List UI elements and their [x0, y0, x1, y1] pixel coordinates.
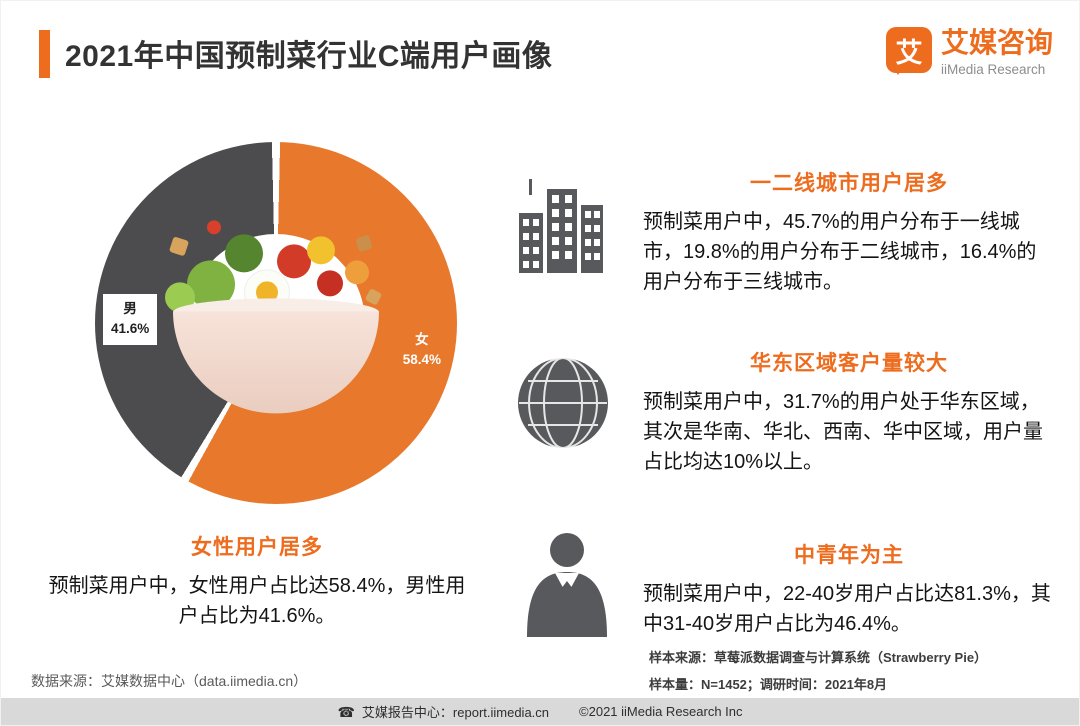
section-title-gender: 女性用户居多: [191, 536, 323, 559]
data-source: 数据来源：艾媒数据中心（data.iimedia.cn）: [31, 673, 308, 689]
footer-copyright: ©2021 iiMedia Research Inc: [579, 704, 743, 719]
footer-bar: ☎ 艾媒报告中心：report.iimedia.cn ©2021 iiMedia…: [1, 698, 1079, 725]
section-title-cities: 一二线城市用户居多: [750, 172, 948, 195]
businessman-icon: [521, 531, 613, 637]
salad-ingredient: [345, 260, 369, 285]
city-buildings-icon: [519, 177, 603, 273]
section-body-region: 预制菜用户中，31.7%的用户处于华东区域，其次是华南、华北、西南、华中区域，用…: [643, 391, 1043, 473]
logo-name-en: iiMedia Research: [940, 62, 1046, 78]
section-title-region: 华东区域客户量较大: [750, 352, 948, 375]
section-body-age: 预制菜用户中，22-40岁用户占比达81.3%，其中31-40岁用户占比为46.…: [643, 583, 1051, 635]
globe-icon: [515, 355, 611, 451]
phone-icon: ☎: [337, 703, 355, 720]
section-age-distribution: 中青年为主 预制菜用户中，22-40岁用户占比达81.3%，其中31-40岁用户…: [643, 539, 1055, 639]
female-label: 女: [415, 332, 429, 347]
logo-text: 艾媒咨询 iiMedia Research: [941, 27, 1053, 77]
logo-name-cn: 艾媒咨询: [940, 27, 1053, 58]
male-pct: 41.6%: [111, 321, 150, 337]
salad-ingredient: [307, 236, 335, 265]
iimedia-logo: 艾 艾媒咨询 iiMedia Research: [885, 27, 1053, 77]
female-pct: 58.4%: [402, 352, 441, 368]
salad-bowl-image: [161, 214, 391, 419]
section-body-cities: 预制菜用户中，45.7%的用户分布于一线城市，19.8%的用户分布于二线城市，1…: [643, 211, 1037, 293]
title-accent-bar: [39, 30, 50, 78]
sample-size: 样本量：N=1452；调研时间：2021年8月: [649, 676, 888, 692]
section-body-gender: 预制菜用户中，女性用户占比达58.4%，男性用户占比为41.6%。: [48, 575, 466, 627]
male-label: 男: [123, 301, 137, 316]
salad-ingredient: [168, 236, 190, 257]
salad-bowl: [173, 311, 379, 414]
salad-ingredient: [225, 234, 263, 273]
sample-notes: 样本来源：草莓派数据调查与计算系统（Strawberry Pie） 样本量：N=…: [649, 645, 1073, 698]
footer-report-center: 艾媒报告中心：report.iimedia.cn: [361, 705, 550, 720]
sample-source: 样本来源：草莓派数据调查与计算系统（Strawberry Pie）: [649, 650, 988, 665]
salad-ingredient: [277, 244, 311, 279]
salad-ingredient: [317, 270, 343, 297]
male-slice-label: 男 41.6%: [103, 294, 158, 345]
section-gender-distribution: 女性用户居多 预制菜用户中，女性用户占比达58.4%，男性用户占比为41.6%。: [41, 531, 473, 631]
logo-glyph: 艾: [895, 37, 923, 68]
salad-ingredient: [364, 288, 383, 306]
salad-ingredient: [256, 281, 278, 304]
female-slice-label: 女 58.4%: [403, 330, 441, 371]
salad-ingredient: [207, 220, 221, 235]
iimedia-logo-icon: 艾: [885, 27, 932, 75]
page-title: 2021年中国预制菜行业C端用户画像: [65, 40, 553, 73]
section-city-distribution: 一二线城市用户居多 预制菜用户中，45.7%的用户分布于一线城市，19.8%的用…: [643, 167, 1055, 297]
section-region-distribution: 华东区域客户量较大 预制菜用户中，31.7%的用户处于华东区域，其次是华南、华北…: [643, 347, 1055, 477]
section-title-age: 中青年为主: [794, 544, 904, 567]
salad-ingredient: [355, 234, 373, 253]
gender-donut-chart: 男 41.6% 女 58.4%: [95, 142, 457, 504]
